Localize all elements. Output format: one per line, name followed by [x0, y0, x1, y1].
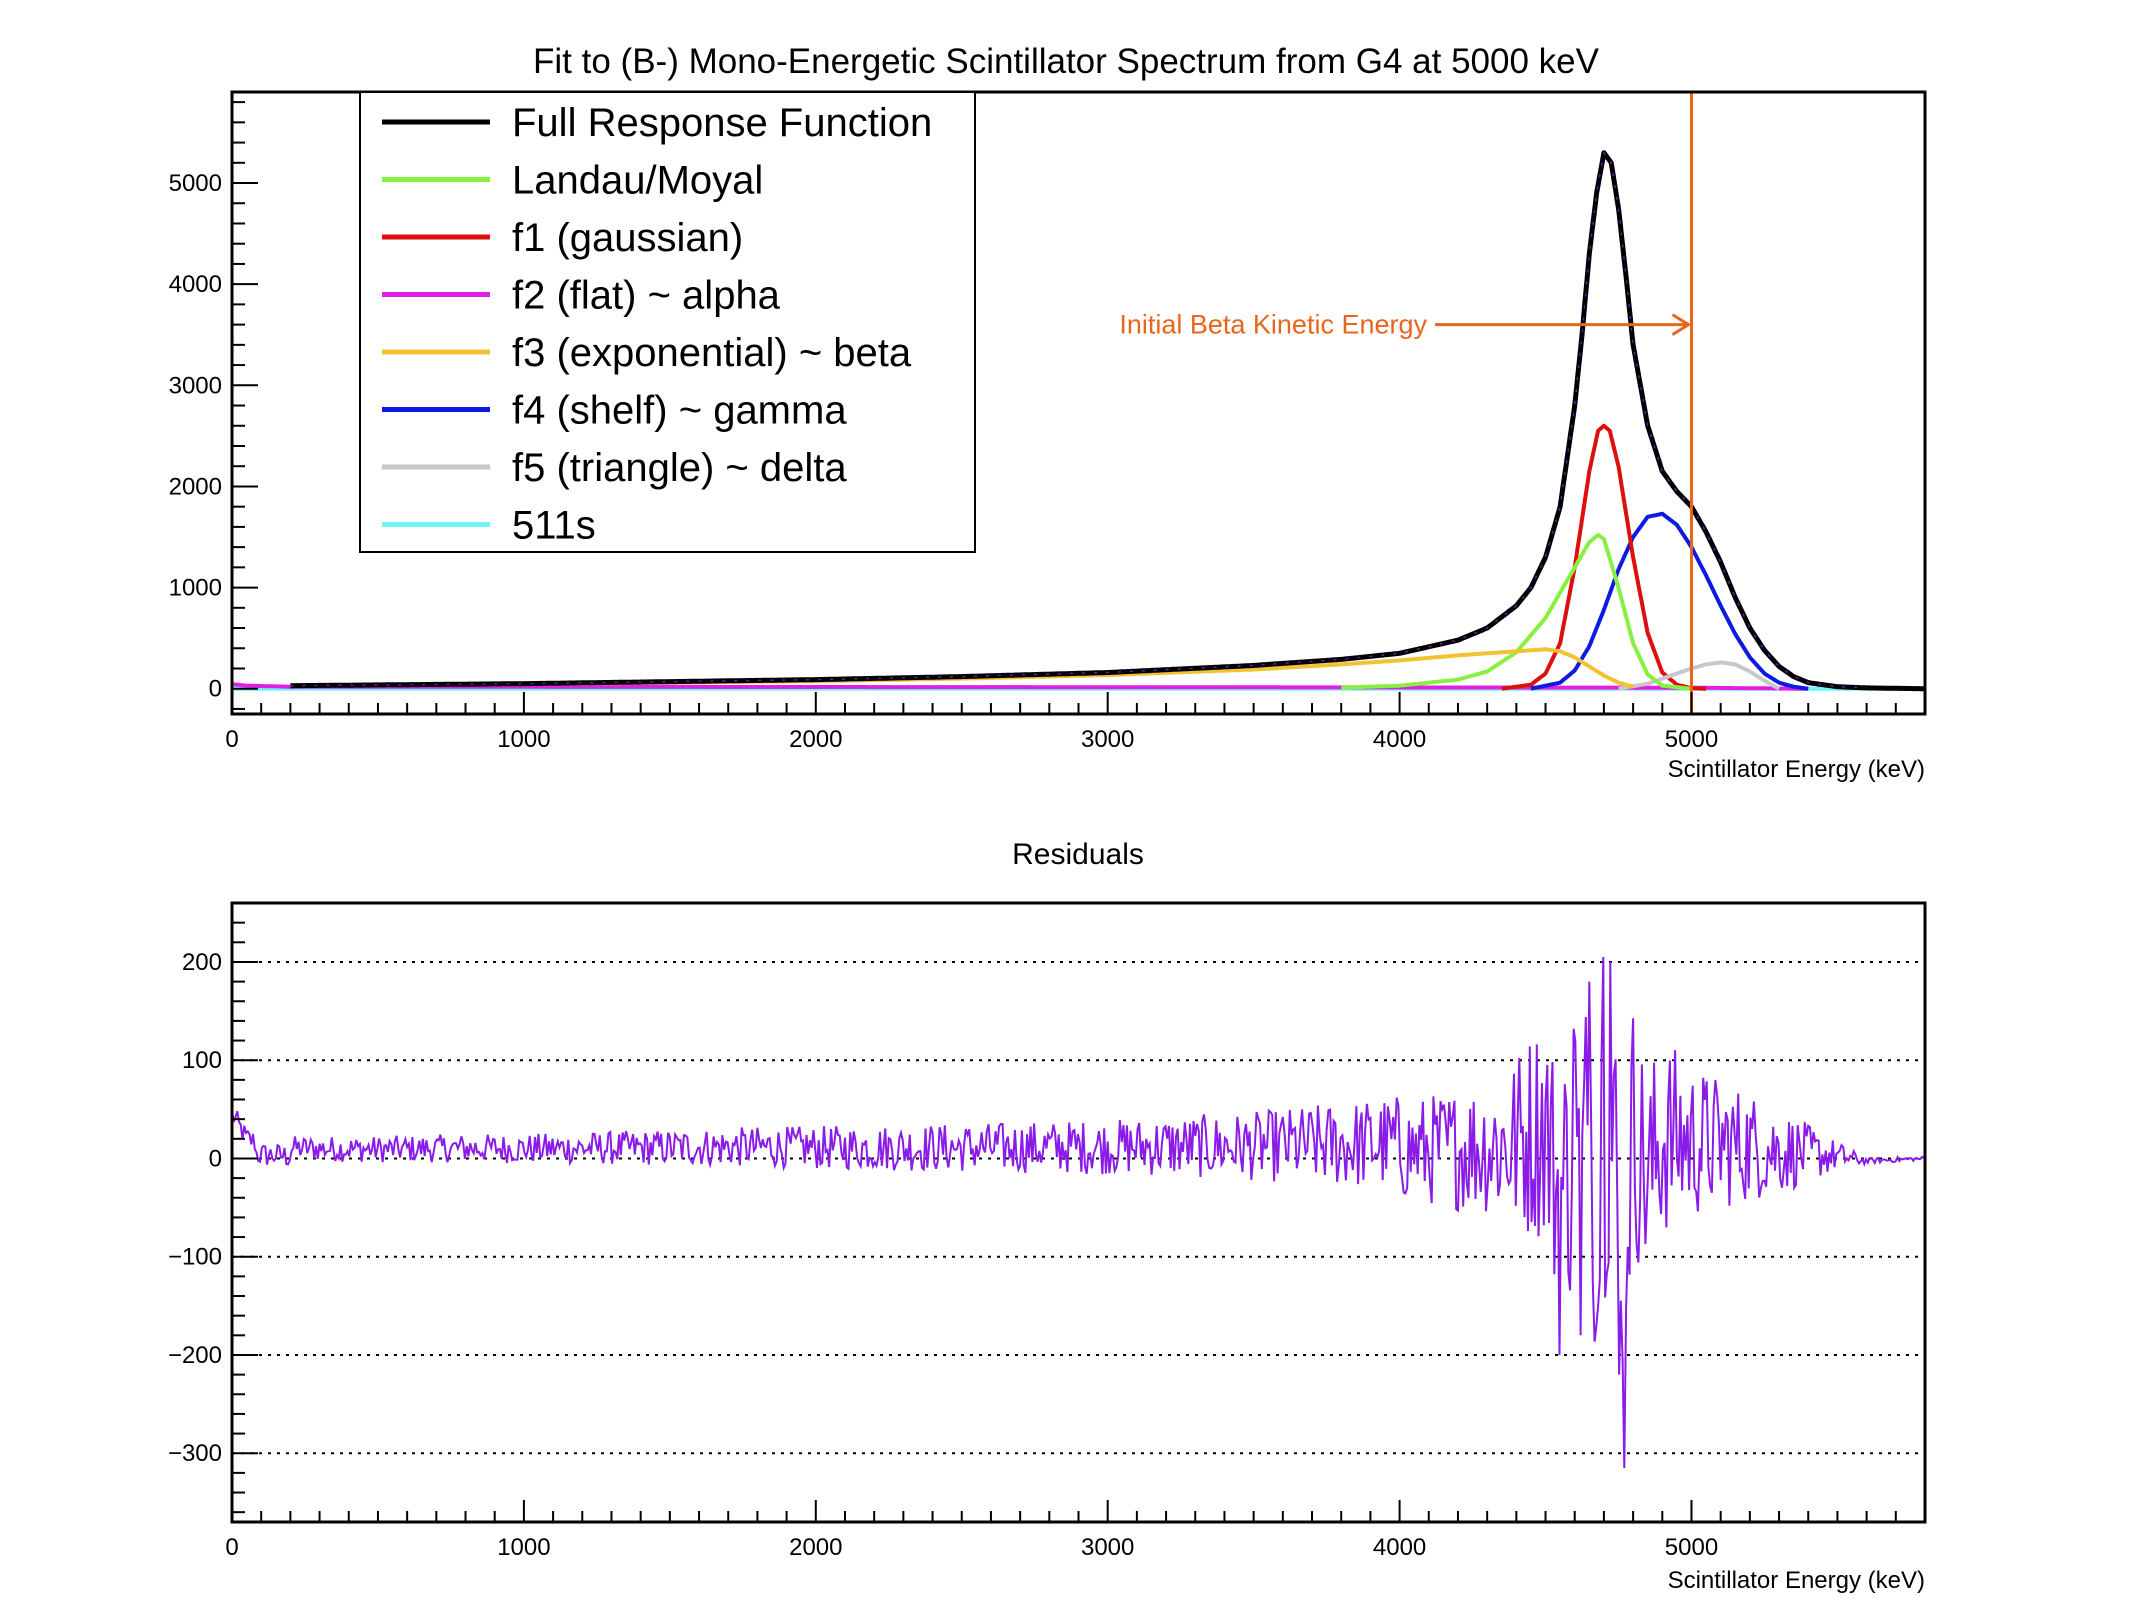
legend-label: 511s: [512, 504, 596, 548]
y-tick-label: −200: [168, 1342, 222, 1369]
legend-label: f4 (shelf) ~ gamma: [512, 389, 847, 433]
residuals-line: [231, 956, 1925, 1469]
legend-label: Full Response Function: [512, 101, 932, 145]
x-tick-label: 5000: [1665, 1534, 1718, 1561]
x-tick-label: 2000: [789, 1534, 842, 1561]
annotation-label: Initial Beta Kinetic Energy: [1119, 310, 1427, 340]
residuals-panel: Residuals −300 −200 −100 0 100 200 0 1000 2000 3…: [168, 838, 1927, 1594]
y-tick-label: 5000: [169, 170, 222, 197]
x-tick-label: 5000: [1665, 726, 1718, 753]
residuals-grid: [232, 960, 1925, 1455]
y-tick-label: 3000: [169, 372, 222, 399]
legend-label: Landau/Moyal: [512, 159, 763, 203]
legend: Full Response Function Landau/Moyal f1 (ga…: [359, 91, 976, 553]
x-tick-label: 3000: [1081, 726, 1134, 753]
residuals-curve: [231, 956, 1925, 1469]
y-tick-label: 2000: [169, 473, 222, 500]
y-tick-label: 0: [209, 676, 222, 703]
series-line-f5-triangle-delta: [1618, 660, 1781, 691]
x-tick-label: 4000: [1373, 726, 1426, 753]
legend-label: f1 (gaussian): [512, 216, 743, 260]
residuals-x-axis-title: Scintillator Energy (keV): [1668, 1567, 1925, 1594]
spectrum-panel: Fit to (B-) Mono-Energetic Scintillator …: [169, 42, 1927, 783]
y-tick-label: 4000: [169, 271, 222, 298]
annotation-layer: Initial Beta Kinetic Energy: [1119, 92, 1693, 714]
residuals-chart-title: Residuals: [1012, 838, 1144, 871]
legend-label: f2 (flat) ~ alpha: [512, 274, 781, 318]
y-tick-label: −100: [168, 1244, 222, 1271]
series-line-f4-shelf-gamma: [1530, 511, 1809, 691]
x-tick-label: 0: [225, 1534, 238, 1561]
y-tick-label: 0: [209, 1145, 222, 1172]
series-line-landau-moyal: [1340, 533, 1692, 691]
x-tick-label: 1000: [497, 726, 550, 753]
residuals-x-axis: 0 1000 2000 3000 4000 5000: [225, 1500, 1926, 1561]
legend-box: [359, 91, 976, 553]
spectrum-x-axis-title: Scintillator Energy (keV): [1668, 756, 1925, 783]
spectrum-chart-title: Fit to (B-) Mono-Energetic Scintillator …: [533, 42, 1600, 81]
y-tick-label: 100: [182, 1047, 222, 1074]
y-tick-label: −300: [168, 1440, 222, 1467]
x-tick-label: 0: [225, 726, 238, 753]
y-tick-label: 200: [182, 949, 222, 976]
annotation-arrowhead: [1671, 313, 1692, 336]
data-histogram-trace: [290, 150, 1867, 689]
legend-label: f5 (triangle) ~ delta: [512, 446, 847, 490]
y-tick-label: 1000: [169, 575, 222, 602]
x-tick-label: 4000: [1373, 1534, 1426, 1561]
x-tick-label: 2000: [789, 726, 842, 753]
x-tick-label: 3000: [1081, 1534, 1134, 1561]
spectrum-curves: [231, 150, 1926, 692]
spectrum-x-axis: 0 1000 2000 3000 4000 5000: [225, 692, 1926, 753]
series-line-f1-gaussian: [1501, 423, 1707, 691]
legend-label: f3 (exponential) ~ beta: [512, 331, 912, 375]
residuals-y-axis: −300 −200 −100 0 100 200: [168, 902, 258, 1514]
x-tick-label: 1000: [497, 1534, 550, 1561]
residuals-plot-frame: [230, 901, 1927, 1524]
spectrum-y-axis: 0 1000 2000 3000 4000 5000: [169, 101, 258, 710]
